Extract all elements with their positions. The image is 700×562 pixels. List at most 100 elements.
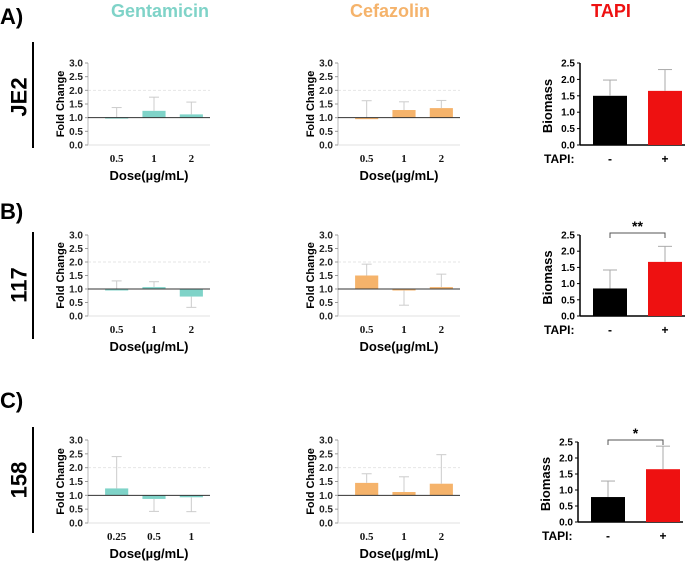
x-axis-label: Dose(µg/mL) — [360, 339, 439, 354]
y-tick-label: 3.0 — [69, 231, 83, 242]
bar-minus — [593, 288, 627, 316]
bar-1 — [392, 289, 416, 291]
x-tick-label: 0.5 — [110, 324, 124, 336]
bar-0.5 — [105, 289, 129, 291]
bar-0.25 — [105, 488, 129, 496]
bar-0.5 — [355, 482, 379, 496]
bar-0.5 — [142, 495, 166, 499]
panel-label-b: B) — [0, 199, 23, 224]
y-tick-label: 2.5 — [559, 438, 573, 449]
y-tick-label: 1.0 — [319, 285, 333, 296]
y-tick-label: 1.5 — [319, 271, 333, 282]
y-tick-label: 0.0 — [69, 312, 83, 323]
y-tick-label: 1.0 — [69, 285, 83, 296]
y-tick-label: 2.5 — [561, 59, 575, 70]
y-tick-label: 1.5 — [319, 100, 333, 111]
y-tick-label: 3.0 — [319, 231, 333, 242]
strain-label-158: 158 — [7, 462, 32, 499]
x-tick-label: - — [606, 529, 610, 543]
x-axis-label: Dose(µg/mL) — [360, 168, 439, 183]
x-tick-label: 2 — [189, 324, 195, 336]
y-tick-label: 0.0 — [69, 519, 83, 530]
column-title-gentamicin: Gentamicin — [111, 1, 209, 21]
y-tick-label: 1.0 — [559, 486, 573, 497]
bar-1 — [142, 110, 166, 118]
significance-marker: ** — [632, 218, 643, 234]
y-tick-label: 2.5 — [69, 244, 83, 255]
y-tick-label: 2.0 — [319, 86, 333, 97]
y-tick-label: 0.5 — [561, 295, 575, 306]
x-axis-label: Dose(µg/mL) — [110, 546, 189, 561]
strain-label-117: 117 — [7, 267, 32, 303]
y-tick-label: 3.0 — [69, 59, 83, 70]
y-tick-label: 1.0 — [561, 108, 575, 119]
bar-1 — [392, 110, 416, 118]
x-tick-label: 1 — [401, 531, 407, 543]
y-tick-label: 2.5 — [319, 449, 333, 460]
x-tick-label: 1 — [401, 153, 407, 165]
panel-label-c: C) — [0, 388, 23, 413]
x-tick-label: 0.5 — [360, 531, 374, 543]
bar-1 — [392, 492, 416, 496]
strain-label-je2: JE2 — [7, 77, 32, 116]
y-tick-label: 2.0 — [561, 247, 575, 258]
bar-plus — [648, 90, 682, 145]
bar-0.5 — [355, 275, 379, 289]
y-tick-label: 1.5 — [69, 271, 83, 282]
significance-bracket — [609, 232, 666, 238]
y-tick-label: 2.0 — [69, 86, 83, 97]
y-tick-label: 2.5 — [561, 231, 575, 242]
bar-0.5 — [355, 117, 379, 120]
y-axis-label: Fold Change — [305, 242, 317, 309]
x-tick-label: 2 — [439, 324, 445, 336]
bar-minus — [591, 497, 625, 522]
y-tick-label: 2.0 — [559, 454, 573, 465]
y-tick-label: 2.0 — [69, 258, 83, 269]
y-tick-label: 1.0 — [69, 113, 83, 124]
y-tick-label: 2.5 — [69, 72, 83, 83]
x-tick-label: + — [661, 152, 668, 166]
bar-2 — [429, 108, 453, 118]
y-tick-label: 0.0 — [319, 312, 333, 323]
x-tick-label: 2 — [189, 153, 195, 165]
y-tick-label: 1.0 — [319, 491, 333, 502]
y-axis-label: Fold Change — [55, 448, 67, 515]
y-tick-label: 2.0 — [319, 463, 333, 474]
x-tick-label: - — [608, 152, 612, 166]
y-tick-label: 0.0 — [561, 312, 575, 323]
y-tick-label: 1.5 — [69, 100, 83, 111]
y-axis-label: Biomass — [540, 250, 555, 304]
y-tick-label: 0.5 — [69, 505, 83, 516]
tapi-row-label: TAPI: — [544, 323, 574, 337]
y-axis-label: Fold Change — [305, 448, 317, 515]
y-axis-label: Fold Change — [305, 71, 317, 138]
x-axis-label: Dose(µg/mL) — [110, 339, 189, 354]
bar-plus — [646, 469, 680, 522]
y-tick-label: 1.0 — [319, 113, 333, 124]
y-tick-label: 3.0 — [319, 59, 333, 70]
y-tick-label: 0.0 — [561, 141, 575, 152]
bar-2 — [429, 287, 453, 289]
y-tick-label: 0.0 — [319, 519, 333, 530]
bar-2 — [179, 114, 203, 118]
y-axis-label: Fold Change — [55, 242, 67, 309]
bar-1 — [179, 495, 203, 498]
x-tick-label: 2 — [439, 531, 445, 543]
bar-1 — [142, 287, 166, 289]
y-tick-label: 1.0 — [69, 491, 83, 502]
chart-tapi-je2: 0.0 0.5 1.0 1.5 2.0 2.5 Biomass - + TAPI: — [540, 59, 685, 166]
bar-2 — [429, 483, 453, 496]
y-axis-label: Fold Change — [55, 71, 67, 138]
panel-label-a: A) — [0, 4, 23, 29]
y-tick-label: 0.5 — [319, 505, 333, 516]
x-axis-label: Dose(µg/mL) — [360, 546, 439, 561]
y-tick-label: 1.5 — [561, 91, 575, 102]
column-title-tapi: TAPI — [591, 1, 631, 21]
y-tick-label: 1.5 — [561, 263, 575, 274]
